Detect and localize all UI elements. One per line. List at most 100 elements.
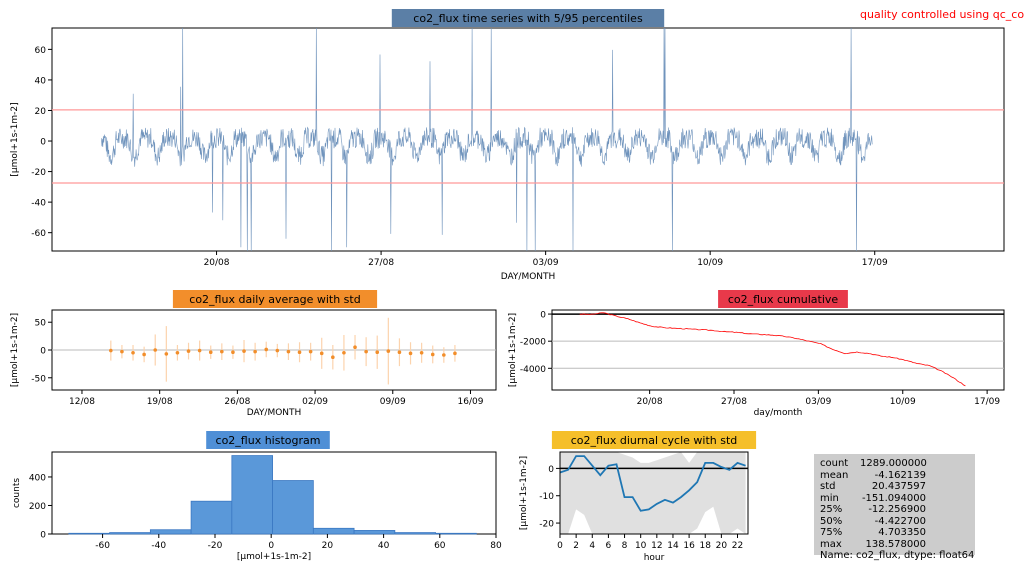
diurnal-x-tick-label: 10 (635, 541, 647, 551)
timeseries-title: co2_flux time series with 5/95 percentil… (413, 12, 643, 25)
timeseries-y-tick-label: 0 (40, 138, 46, 148)
stats-footer: Name: co2_flux, dtype: float64 (820, 550, 975, 561)
diurnal-title: co2_flux diurnal cycle with std (571, 434, 738, 447)
diurnal-std-band (560, 452, 746, 534)
timeseries-x-tick-label: 03/09 (533, 258, 559, 268)
histogram-x-tick-label: 0 (268, 541, 274, 551)
daily-point (397, 350, 402, 355)
daily-point (164, 352, 169, 356)
histogram-y-tick-label: 0 (40, 531, 46, 541)
timeseries-y-tick-label: -40 (31, 199, 46, 209)
stats-key: mean (820, 469, 849, 481)
stats-value: 4.703350 (878, 527, 926, 538)
stats-row: std 20.437597 (820, 481, 975, 493)
daily-point (220, 349, 224, 354)
stats-value: 138.578000 (865, 538, 926, 550)
histogram-x-tick-label: 80 (490, 541, 502, 551)
histogram-title: co2_flux histogram (216, 434, 321, 447)
stats-value: 20.437597 (871, 481, 926, 492)
stats-row: count 1289.000000 (820, 458, 975, 470)
timeseries-y-tick-label: 60 (35, 46, 47, 56)
daily-x-tick-label: 26/08 (224, 397, 250, 407)
daily-point (197, 348, 202, 353)
stats-key: max (820, 538, 842, 550)
daily-point (175, 350, 180, 355)
histogram-x-tick-label: -20 (208, 541, 223, 551)
diurnal-x-tick-label: 4 (589, 541, 595, 551)
histogram-y-tick-label: 200 (29, 502, 46, 512)
histogram-bar (149, 529, 192, 535)
diurnal-x-tick-label: 16 (683, 541, 695, 551)
diurnal-x-tick-label: 6 (606, 541, 612, 551)
cumulative-chart: 0 -2000 -4000 20/08 27/08 03/09 10/09 17/09 day/… (508, 290, 1005, 418)
histogram-x-tick-label: 40 (378, 541, 390, 551)
diurnal-x-tick-label: 8 (622, 541, 628, 551)
stats-value: -4.422700 (874, 515, 926, 527)
histogram-bar (109, 532, 151, 535)
daily-point (342, 350, 346, 355)
diurnal-xlabel: hour (644, 553, 665, 563)
stats-row: 25% -12.256900 (820, 504, 975, 516)
diurnal-x-tick-label: 14 (667, 541, 679, 551)
daily-point (331, 355, 335, 360)
cumulative-x-tick-label: 17/09 (974, 397, 1000, 407)
stats-key: 75% (820, 527, 843, 538)
stats-value: 1289.000000 (860, 458, 927, 469)
stats-row: max 138.578000 (820, 539, 975, 551)
cumulative-series-line (579, 312, 966, 387)
stats-row: 75% 4.703350 (820, 527, 975, 539)
daily-point (297, 350, 302, 355)
daily-y-tick-label: 0 (40, 347, 46, 357)
histogram-title-bg (206, 431, 330, 449)
daily-x-tick-label: 12/08 (69, 397, 95, 407)
timeseries-y-tick-label: -20 (31, 168, 46, 178)
cumulative-xlabel: day/month (754, 408, 803, 418)
timeseries-frame (51, 27, 1005, 252)
stats-value: -4.162139 (874, 469, 926, 481)
daily-point (430, 352, 435, 357)
daily-point (353, 345, 357, 350)
histogram-bar (353, 530, 396, 535)
cumulative-x-tick-label: 27/08 (721, 397, 747, 407)
cumulative-frame (551, 309, 1005, 391)
stats-key: count (820, 458, 849, 469)
daily-point (231, 350, 235, 355)
stats-key: min (820, 492, 839, 504)
histogram-x-tick-label: 60 (434, 541, 446, 551)
diurnal-y-tick-label: -20 (539, 520, 554, 530)
daily-point (242, 349, 246, 353)
stats-row: min -151.094000 (820, 493, 975, 505)
daily-title-bg (172, 290, 378, 308)
diurnal-x-tick-label: 20 (716, 541, 728, 551)
histogram-y-tick-label: 400 (29, 473, 46, 483)
stats-value: -12.256900 (868, 504, 926, 515)
daily-y-tick-label: 50 (35, 319, 47, 329)
cumulative-x-tick-label: 10/09 (890, 397, 916, 407)
histogram-bar (435, 532, 477, 535)
histogram-bar (312, 527, 355, 535)
daily-point (208, 350, 213, 355)
timeseries-x-tick-label: 10/09 (697, 258, 723, 268)
cumulative-ylabel: [µmol+1s-1m-2] (508, 313, 518, 387)
histogram-x-tick-label: -40 (151, 541, 166, 551)
daily-x-tick-label: 19/08 (147, 397, 173, 407)
timeseries-y-tick-label: 20 (35, 107, 47, 117)
diurnal-x-tick-label: 18 (700, 541, 712, 551)
daily-point (375, 350, 380, 355)
diurnal-frame (559, 451, 749, 535)
qc-note: quality controlled using qc_co2_fl (860, 8, 1024, 21)
daily-average-chart: 50 0 -50 12/08 19/08 26/08 02/09 09/09 16/09 DAY/… (10, 290, 497, 418)
histogram-chart: 0 200 400 -60 -40 -20 0 20 40 60 80 [µmol+1s-1m-2] c… (12, 431, 502, 562)
histogram-bar (272, 480, 314, 535)
daily-point (109, 348, 113, 353)
timeseries-y-tick-label: 40 (35, 76, 47, 86)
cumulative-title: co2_flux cumulative (728, 293, 839, 306)
timeseries-series-line (101, 27, 873, 252)
cumulative-y-tick-label: -2000 (520, 338, 546, 348)
histogram-xlabel: [µmol+1s-1m-2] (237, 552, 311, 562)
histogram-bar (190, 500, 233, 535)
daily-point (364, 349, 368, 354)
timeseries-ylabel: [µmol+1s-1m-2] (10, 102, 20, 176)
daily-title: co2_flux daily average with std (189, 293, 360, 306)
cumulative-y-tick-label: -4000 (520, 365, 546, 375)
